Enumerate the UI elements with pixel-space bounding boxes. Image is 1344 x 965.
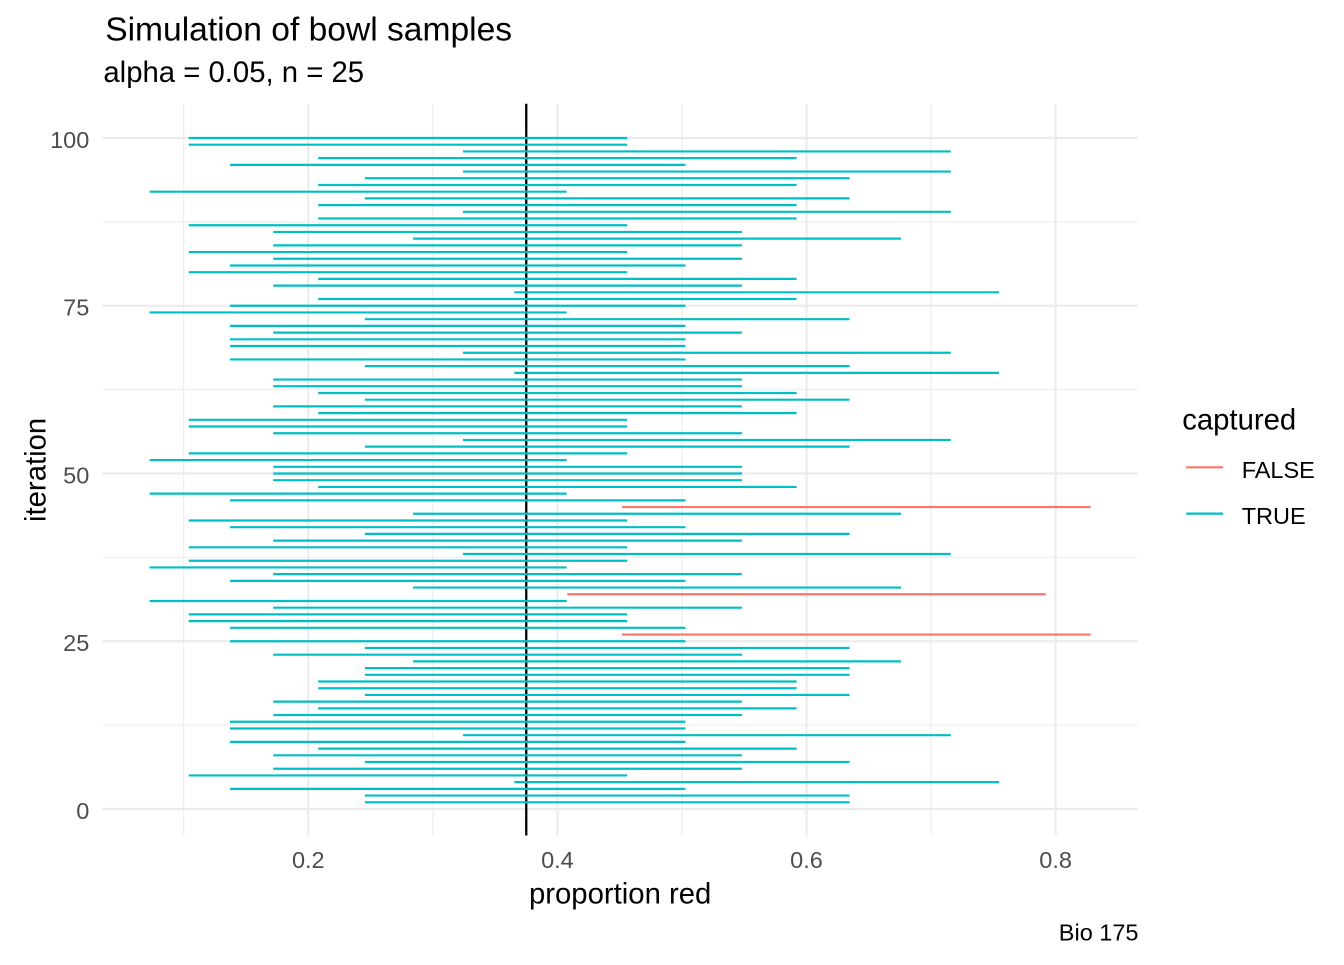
svg-text:alpha = 0.05, n = 25: alpha = 0.05, n = 25	[103, 56, 364, 89]
svg-text:25: 25	[63, 630, 89, 656]
svg-text:TRUE: TRUE	[1242, 503, 1306, 529]
svg-text:0.2: 0.2	[292, 847, 325, 873]
svg-text:proportion red: proportion red	[529, 877, 711, 910]
svg-text:0.8: 0.8	[1039, 847, 1072, 873]
svg-text:Simulation of bowl samples: Simulation of bowl samples	[105, 12, 512, 49]
svg-text:Bio 175: Bio 175	[1059, 920, 1139, 946]
svg-text:75: 75	[63, 295, 89, 321]
svg-text:0.4: 0.4	[541, 847, 574, 873]
svg-text:100: 100	[50, 127, 89, 153]
svg-text:captured: captured	[1182, 404, 1296, 437]
svg-text:50: 50	[63, 462, 89, 488]
svg-text:0.6: 0.6	[790, 847, 823, 873]
svg-text:iteration: iteration	[20, 418, 53, 522]
svg-text:0: 0	[76, 798, 89, 824]
svg-text:FALSE: FALSE	[1242, 457, 1315, 483]
